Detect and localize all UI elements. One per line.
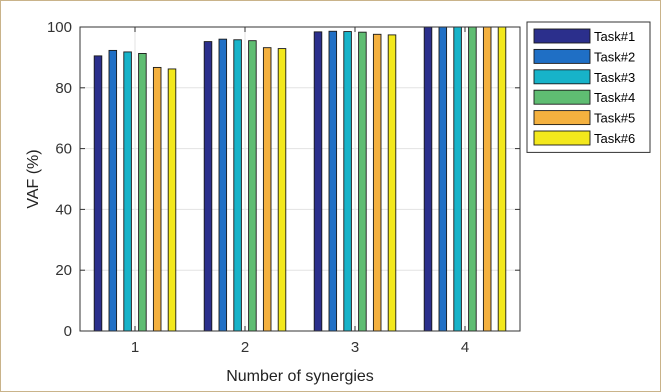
bar-task4-1 (138, 53, 147, 332)
bar-task4-4 (468, 26, 477, 332)
y-tick-label: 100 (47, 19, 72, 36)
y-tick-label: 0 (64, 323, 72, 340)
legend-swatch (533, 89, 591, 105)
bar-task3-3 (343, 31, 352, 332)
y-axis-title: VAF (%) (25, 149, 42, 208)
tick-label-layer: 0 20 40 60 80 100 1 2 3 4 (47, 19, 469, 356)
bar-task6-3 (387, 34, 397, 332)
y-tick-label: 40 (55, 201, 72, 218)
bar-task4-2 (248, 40, 257, 332)
bar-task1-1 (93, 55, 103, 332)
tick-layer (80, 26, 520, 332)
x-axis-title: Number of synergies (226, 368, 374, 385)
legend-label: Task#4 (594, 90, 635, 105)
legend: Task#1 Task#2 Task#3 Task#4 Task#5 Task#6 (526, 21, 651, 153)
legend-label: Task#5 (594, 111, 635, 126)
bar-task6-1 (167, 68, 177, 332)
legend-label: Task#3 (594, 70, 635, 85)
bar-task3-4 (453, 26, 462, 332)
bar-task5-3 (372, 33, 382, 332)
x-tick-label: 2 (241, 339, 249, 356)
legend-swatch (533, 110, 591, 126)
legend-label: Task#2 (594, 49, 635, 64)
y-tick-label: 80 (55, 80, 72, 97)
plot-area-border (79, 26, 521, 332)
bar-task1-4 (423, 26, 433, 332)
x-tick-label: 3 (351, 339, 359, 356)
bar-task6-2 (277, 48, 287, 332)
bar-task2-1 (108, 49, 118, 332)
x-tick-label: 4 (461, 339, 469, 356)
bar-task3-2 (233, 39, 242, 332)
bar-task2-4 (438, 26, 448, 332)
bar-task2-3 (328, 30, 338, 332)
bar-layer (93, 26, 507, 332)
bar-task1-2 (203, 41, 213, 332)
bar-task6-4 (497, 26, 507, 332)
legend-swatch (533, 48, 591, 64)
bar-task3-1 (123, 51, 132, 332)
bar-task5-1 (152, 66, 162, 332)
legend-label: Task#6 (594, 131, 635, 146)
bar-task5-4 (482, 26, 492, 332)
legend-swatch (533, 130, 591, 146)
legend-items: Task#1 Task#2 Task#3 Task#4 Task#5 Task#6 (533, 28, 635, 146)
bar-task5-2 (262, 47, 272, 332)
y-tick-label: 20 (55, 262, 72, 279)
bar-task1-3 (313, 31, 323, 332)
legend-label: Task#1 (594, 29, 635, 44)
legend-swatch (533, 28, 591, 44)
x-tick-label: 1 (131, 339, 139, 356)
legend-swatch (533, 69, 591, 85)
bar-task4-3 (358, 31, 367, 332)
bar-task2-2 (218, 38, 228, 332)
y-tick-label: 60 (55, 141, 72, 158)
